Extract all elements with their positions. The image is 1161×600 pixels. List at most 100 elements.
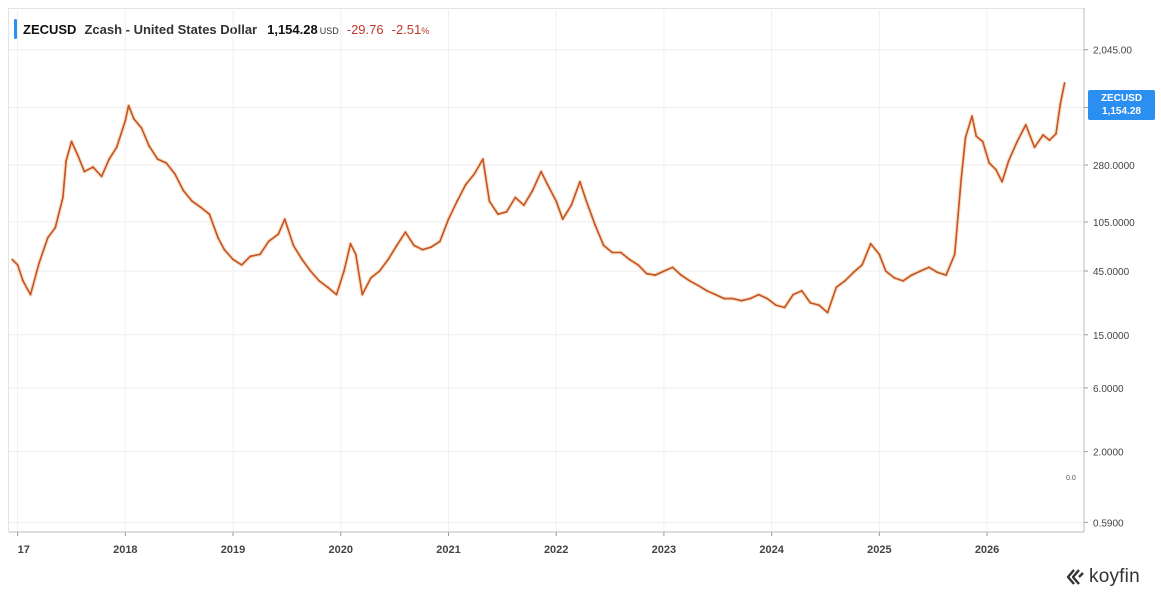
price-point: [1048, 139, 1051, 142]
price-point: [792, 293, 795, 296]
price-point: [1024, 123, 1027, 126]
price-point: [645, 272, 648, 275]
instrument-name: Zcash - United States Dollar: [84, 21, 258, 37]
price-point: [1001, 180, 1003, 183]
price-point: [602, 244, 605, 247]
price-point: [936, 271, 939, 274]
price-change: -29.76: [346, 21, 384, 37]
price-point: [611, 251, 614, 254]
price-point: [232, 258, 234, 261]
last-price-tag: ZECUSD 1,154.28: [1088, 90, 1155, 120]
last-price: 1,154.28: [267, 21, 318, 37]
price-point: [671, 266, 674, 269]
price-point: [430, 246, 433, 249]
price-point: [259, 253, 261, 256]
price-point: [540, 170, 542, 173]
y-tick-label: 2.0000: [1093, 448, 1124, 459]
price-point: [706, 289, 708, 292]
price-point: [77, 154, 79, 157]
price-point: [561, 218, 564, 221]
price-point: [370, 277, 372, 279]
price-point: [54, 226, 57, 229]
price-point: [749, 297, 751, 300]
price-point: [165, 162, 168, 164]
chart-header: ZECUSD Zcash - United States Dollar 1,15…: [14, 18, 429, 40]
price-point: [994, 168, 997, 171]
price-point: [523, 204, 525, 207]
price-point: [975, 135, 978, 138]
y-tick-label: 280.0000: [1093, 161, 1135, 172]
price-point: [439, 240, 441, 243]
price-point: [723, 297, 726, 300]
price-point: [835, 286, 838, 289]
price-point: [404, 231, 407, 234]
price-point: [766, 297, 769, 300]
price-point: [488, 200, 491, 203]
price-point: [919, 270, 922, 272]
price-point: [663, 270, 665, 272]
price-point: [387, 258, 390, 261]
y-tick-label: 0.5900: [1093, 518, 1124, 529]
price-point: [421, 248, 424, 251]
price-point: [292, 244, 295, 247]
price-point: [1033, 146, 1036, 149]
x-tick-label: 2025: [867, 544, 891, 556]
price-point: [731, 297, 734, 300]
price-point: [800, 289, 803, 292]
price-point: [240, 264, 243, 266]
zero-axis-label: 0.0: [1066, 475, 1076, 482]
price-point: [70, 140, 73, 143]
price-point: [1055, 132, 1057, 135]
price-point: [960, 178, 963, 180]
price-point: [570, 204, 573, 207]
price-point: [514, 196, 517, 199]
x-tick-label: 2020: [329, 544, 353, 556]
price-point: [852, 271, 855, 274]
price-point: [971, 115, 973, 118]
x-tick-label: 2022: [544, 544, 568, 556]
price-point: [301, 258, 303, 261]
price-point: [318, 280, 321, 282]
price-point: [628, 258, 631, 261]
price-point: [594, 223, 596, 226]
price-point: [447, 218, 450, 221]
price-point: [11, 258, 14, 261]
price-point: [395, 244, 398, 247]
brand-logo[interactable]: koyfin: [1066, 566, 1140, 588]
price-point: [1007, 160, 1010, 162]
price-point: [361, 293, 364, 296]
price-point: [902, 280, 904, 282]
percent-sign: %: [421, 26, 430, 36]
price-point: [740, 299, 743, 302]
price-point: [127, 104, 130, 107]
price-point: [531, 189, 534, 192]
price-point: [464, 183, 467, 186]
price-point: [223, 248, 226, 251]
price-point: [100, 175, 103, 178]
price-tag-value: 1,154.28: [1102, 106, 1141, 117]
currency-label: USD: [319, 26, 339, 36]
price-point: [826, 311, 829, 314]
price-point: [546, 183, 549, 186]
price-point: [497, 213, 499, 216]
price-point: [335, 293, 338, 296]
price-point: [697, 284, 700, 287]
price-point: [16, 264, 19, 266]
price-point: [108, 158, 111, 161]
price-point: [757, 293, 760, 296]
price-point: [349, 242, 352, 245]
price-point: [473, 173, 476, 175]
price-point: [140, 127, 143, 129]
price-point: [148, 144, 150, 147]
koyfin-logo-icon: [1066, 569, 1084, 585]
price-point: [637, 264, 639, 266]
x-tick-label: 2026: [975, 544, 999, 556]
price-point: [988, 162, 991, 164]
y-tick-label: 2,045.00: [1093, 46, 1132, 57]
price-point: [654, 274, 657, 276]
price-point: [156, 158, 159, 161]
price-point: [953, 253, 956, 256]
price-point: [124, 119, 127, 122]
price-point: [277, 233, 280, 236]
